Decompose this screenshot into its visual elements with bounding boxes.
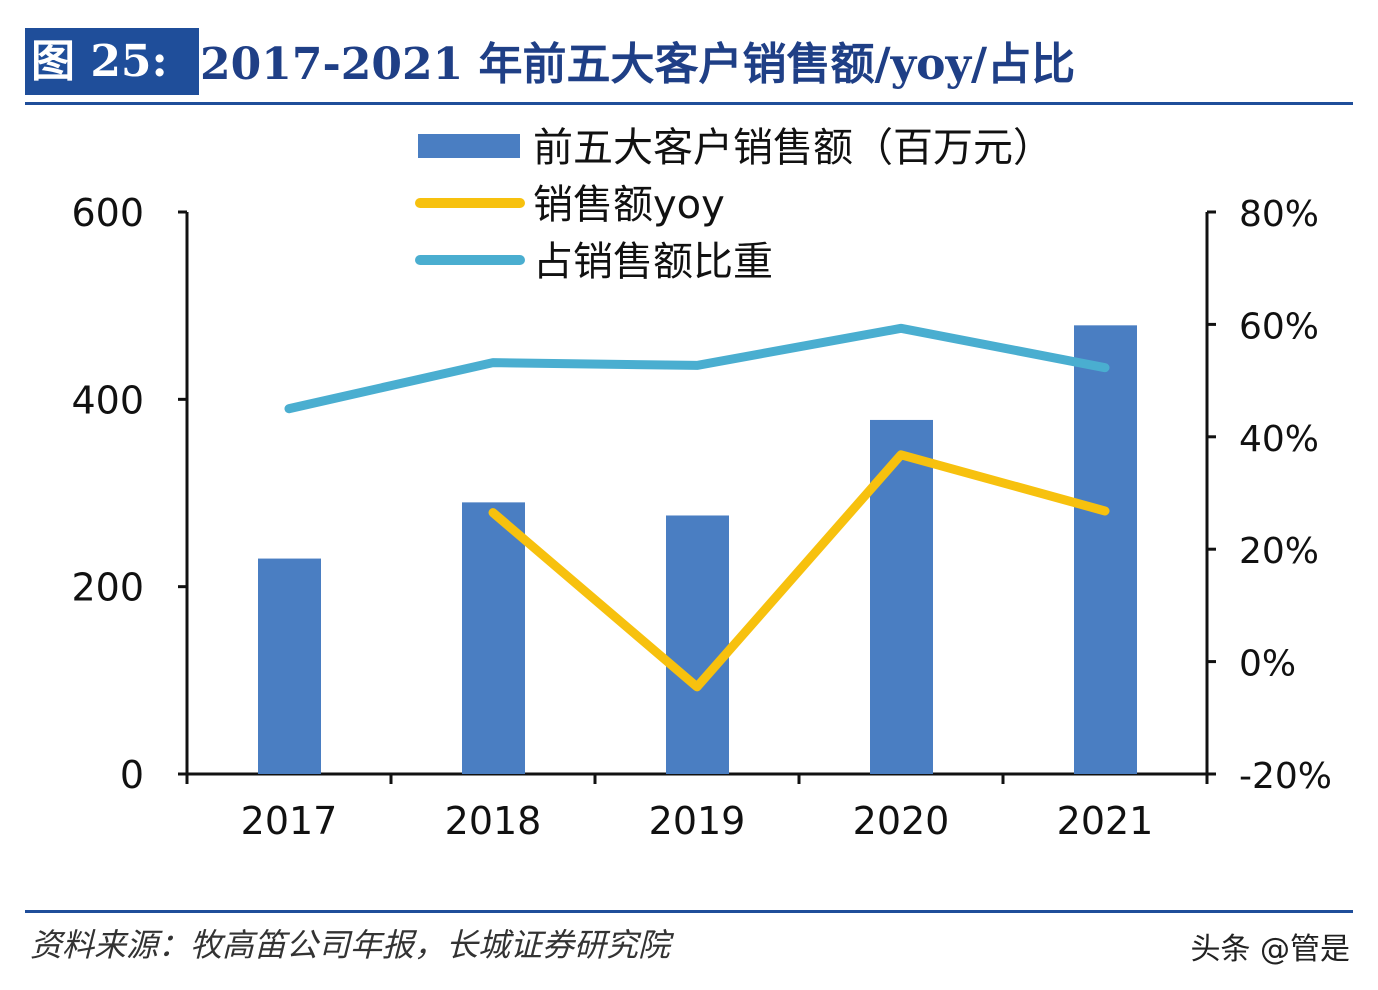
bar <box>462 502 525 774</box>
title-divider <box>25 102 1353 105</box>
left-tick-label: 200 <box>71 566 144 610</box>
figure-label: 图 25: <box>25 28 199 95</box>
x-tick-label: 2019 <box>649 799 746 843</box>
x-tick-label: 2017 <box>241 799 338 843</box>
legend-label: 销售额yoy <box>533 182 725 228</box>
x-tick-label: 2021 <box>1057 799 1154 843</box>
footer-divider <box>25 910 1353 913</box>
x-tick-label: 2020 <box>853 799 950 843</box>
left-tick-label: 400 <box>71 378 144 422</box>
left-tick-label: 0 <box>120 753 144 797</box>
legend-swatch <box>418 134 520 158</box>
legend-label: 占销售额比重 <box>533 239 773 285</box>
bar <box>1074 325 1137 774</box>
line-series-1 <box>488 450 1110 692</box>
bar <box>666 515 729 774</box>
left-tick-label: 600 <box>71 191 144 235</box>
legend-label: 前五大客户销售额（百万元） <box>533 125 1053 171</box>
line-series-2 <box>284 323 1110 414</box>
right-tick-label: -20% <box>1239 756 1332 797</box>
x-tick-label: 2018 <box>445 799 542 843</box>
chart-title: 2017-2021 年前五大客户销售额/yoy/占比 <box>200 39 1076 90</box>
watermark: 头条 @管是 <box>1190 932 1350 967</box>
right-tick-label: 40% <box>1239 419 1319 460</box>
right-tick-label: 60% <box>1239 306 1319 347</box>
right-tick-label: 80% <box>1239 194 1319 235</box>
source-note: 资料来源：牧高笛公司年报，长城证券研究院 <box>30 926 671 964</box>
bar <box>258 558 321 774</box>
right-tick-label: 0% <box>1239 644 1296 685</box>
right-tick-label: 20% <box>1239 531 1319 572</box>
